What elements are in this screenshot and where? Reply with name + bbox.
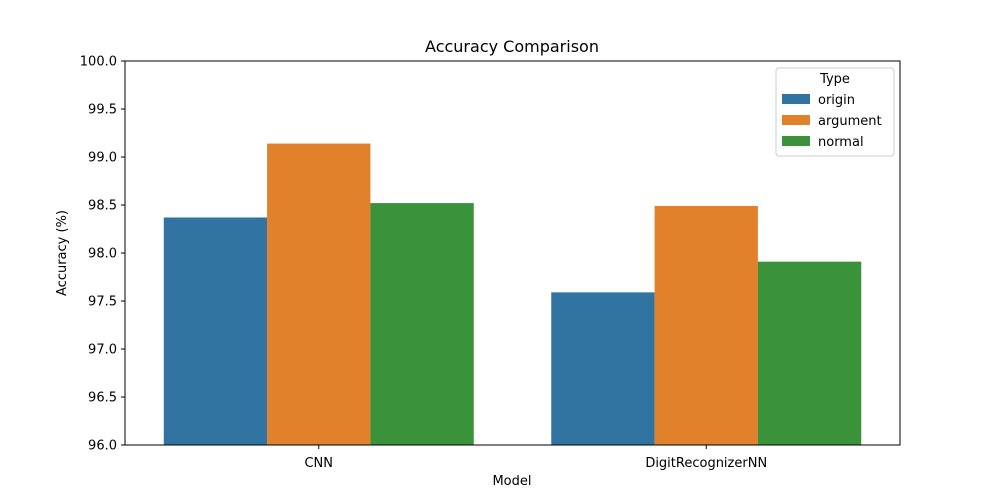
y-tick-label: 96.5 — [88, 391, 117, 406]
chart-title: Accuracy Comparison — [425, 37, 599, 56]
legend-swatch-argument — [782, 115, 810, 125]
y-tick-label: 99.5 — [88, 103, 117, 118]
bar-argument-digitrecognizernn — [654, 205, 758, 445]
y-axis-label: Accuracy (%) — [55, 210, 70, 296]
legend-title: Type — [819, 72, 850, 87]
bar-normal-cnn — [370, 203, 474, 445]
y-tick-label: 98.5 — [88, 199, 117, 214]
legend: Type origin argument normal — [775, 67, 895, 157]
legend-swatch-origin — [782, 94, 810, 104]
legend-swatch-normal — [782, 136, 810, 146]
x-axis-label: Model — [492, 474, 531, 489]
bar-normal-digitrecognizernn — [757, 261, 862, 445]
plot-frame — [124, 60, 901, 446]
y-tick-label: 98.0 — [88, 247, 117, 262]
y-tick-label: 96.0 — [88, 439, 117, 454]
legend-box — [775, 67, 895, 157]
x-tick-label: CNN — [304, 456, 333, 471]
bar-origin-digitrecognizernn — [551, 292, 655, 445]
bar-origin-cnn — [163, 217, 268, 445]
x-axis: CNN DigitRecognizerNN — [304, 445, 767, 471]
x-tick-label: DigitRecognizerNN — [645, 456, 767, 471]
legend-label-origin: origin — [818, 93, 855, 108]
legend-label-argument: argument — [818, 114, 882, 129]
y-tick-label: 99.0 — [88, 151, 117, 166]
y-tick-label: 97.5 — [88, 295, 117, 310]
bars-group — [163, 143, 862, 445]
bar-argument-cnn — [267, 143, 371, 445]
legend-label-normal: normal — [818, 135, 864, 150]
y-tick-label: 100.0 — [80, 55, 117, 70]
y-axis: 96.0 96.5 97.0 97.5 98.0 98.5 99.0 99.5 100.0 — [80, 55, 125, 454]
y-tick-label: 97.0 — [88, 343, 117, 358]
